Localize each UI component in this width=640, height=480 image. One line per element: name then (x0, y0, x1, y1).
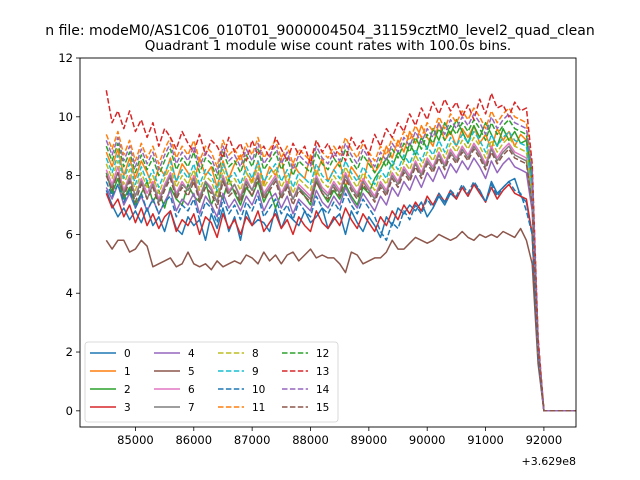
series-line-9 (105, 130, 576, 412)
legend-label-8: 8 (252, 348, 259, 360)
series-line-15 (105, 148, 576, 412)
legend-label-4: 4 (188, 348, 195, 360)
series-lines (105, 90, 576, 412)
legend-label-1: 1 (124, 366, 131, 378)
series-line-3 (105, 183, 576, 412)
legend-label-15: 15 (316, 402, 329, 414)
legend-box (84, 341, 339, 423)
legend-label-9: 9 (252, 366, 259, 378)
legend-label-3: 3 (124, 402, 131, 414)
x-tick-label: 91000 (467, 433, 504, 447)
series-line-11 (105, 107, 576, 412)
y-tick-label: 6 (66, 227, 73, 241)
x-tick-label: 89000 (351, 433, 388, 447)
x-tick-label: 90000 (409, 433, 446, 447)
x-axis: 85000 86000 87000 88000 89000 90000 91000 92000 (117, 427, 562, 447)
chart-title: Quadrant 1 module wise count rates with … (145, 38, 511, 54)
x-tick-label: 86000 (175, 433, 212, 447)
y-tick-label: 0 (66, 404, 73, 418)
x-tick-label: 88000 (292, 433, 329, 447)
plot-frame (79, 57, 577, 428)
legend-label-10: 10 (252, 384, 265, 396)
series-line-2 (105, 118, 576, 412)
legend-label-11: 11 (252, 402, 265, 414)
x-tick-label: 92000 (526, 433, 563, 447)
legend-label-2: 2 (124, 384, 131, 396)
x-offset-label: +3.629e8 (522, 455, 576, 468)
y-tick-label: 4 (66, 286, 73, 300)
legend-label-5: 5 (188, 366, 195, 378)
legend-label-14: 14 (316, 384, 330, 396)
legend-label-0: 0 (124, 348, 131, 360)
x-tick-label: 87000 (234, 433, 271, 447)
series-line-8 (105, 136, 576, 412)
legend-label-7: 7 (188, 402, 195, 414)
legend-label-6: 6 (188, 384, 195, 396)
series-line-10 (105, 180, 576, 412)
series-line-5 (105, 227, 576, 412)
series-line-14 (105, 113, 576, 412)
x-tick-label: 85000 (117, 433, 154, 447)
y-tick-label: 10 (58, 110, 73, 124)
legend-label-13: 13 (316, 366, 329, 378)
y-tick-label: 8 (66, 169, 73, 183)
figure-suptitle: n file: modeM0/AS1C06_010T01_9000004504_… (45, 23, 594, 39)
series-line-7 (105, 145, 576, 412)
y-axis: 0 2 4 6 8 10 12 (58, 51, 80, 418)
legend-label-12: 12 (316, 348, 329, 360)
y-tick-label: 2 (66, 345, 73, 359)
series-line-4 (105, 157, 576, 412)
series-line-12 (105, 118, 576, 412)
y-tick-label: 12 (58, 51, 73, 65)
